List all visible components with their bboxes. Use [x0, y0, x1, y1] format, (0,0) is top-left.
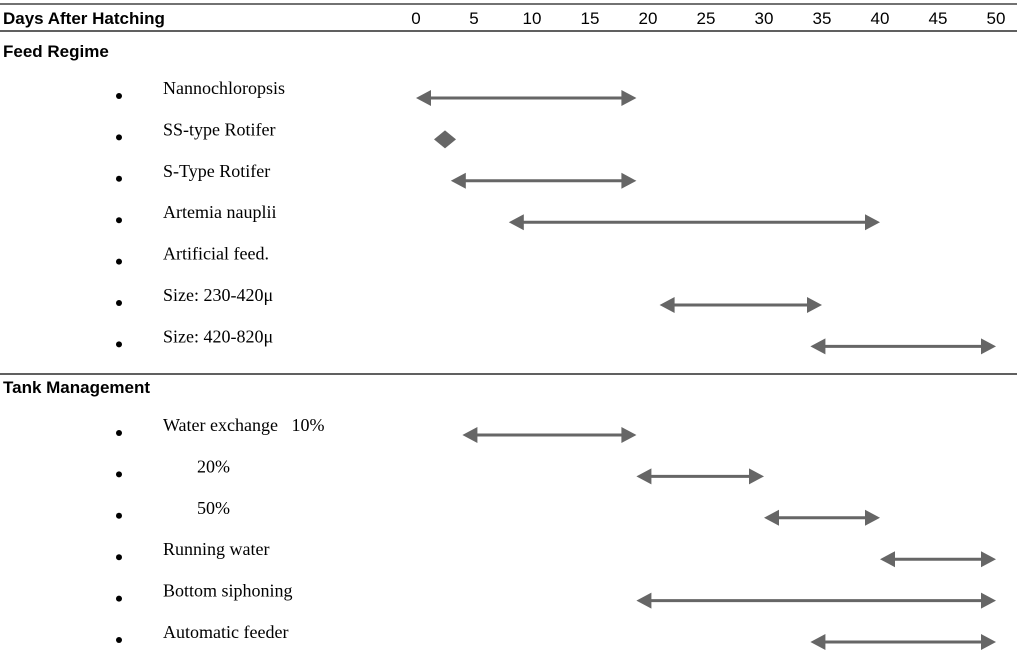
bullet: [116, 512, 122, 519]
arrow-head-left: [810, 338, 826, 355]
task-row: Artemia nauplii: [116, 202, 880, 231]
task-label: Water exchange 10%: [163, 415, 324, 435]
task-label: 50%: [197, 498, 230, 518]
arrow-head-right: [865, 509, 880, 526]
tick-label: 5: [469, 9, 478, 28]
tick-label: 20: [639, 9, 658, 28]
task-row: Automatic feeder: [116, 622, 996, 650]
tick-labels: 0 5 10 15 20 25 30 35 40 45 50: [411, 9, 1005, 28]
arrow-head-left: [636, 592, 652, 609]
arrow-head-left: [810, 634, 826, 650]
arrow-head-left: [508, 214, 524, 231]
task-label: 20%: [197, 456, 230, 476]
arrow-head-right: [621, 172, 637, 189]
section-title: Tank Management: [3, 378, 150, 397]
arrow-head-right: [621, 427, 637, 443]
arrow-head-left: [880, 551, 895, 568]
task-label: Size: 420-820μ: [163, 326, 273, 346]
arrow-head-left: [764, 509, 779, 526]
tick-label: 25: [697, 9, 716, 28]
task-row: Size: 420-820μ: [116, 326, 996, 355]
task-row: 20%: [116, 456, 764, 485]
bullet: [116, 554, 122, 561]
tick-label: 30: [755, 9, 774, 28]
arrow-head-right: [981, 592, 996, 609]
task-row: SS-type Rotifer: [116, 119, 456, 149]
arrow-head-right: [981, 551, 996, 568]
tick-label: 10: [523, 9, 542, 28]
task-label: Size: 230-420μ: [163, 285, 273, 305]
bullet: [116, 471, 122, 478]
task-row: S-Type Rotifer: [116, 161, 637, 189]
arrow-head-left: [416, 90, 431, 106]
bullet: [116, 595, 122, 602]
task-row: Nannochloropsis: [116, 78, 637, 106]
task-label: Bottom siphoning: [163, 581, 293, 601]
tick-label: 35: [813, 9, 832, 28]
task-row: Artificial feed.: [116, 244, 269, 265]
arrow-head-left: [636, 468, 652, 485]
arrow-head-right: [981, 634, 996, 650]
arrow-head-left: [450, 172, 466, 189]
task-row: Water exchange 10%: [116, 415, 637, 443]
arrow-head-left: [462, 427, 478, 443]
arrow-head-right: [981, 338, 996, 355]
task-row: Size: 230-420μ: [116, 285, 822, 313]
task-label: Artemia nauplii: [163, 202, 276, 222]
task-row: 50%: [116, 498, 880, 526]
diamond-marker: [434, 130, 456, 149]
bullet: [116, 93, 122, 99]
arrow-head-left: [659, 297, 675, 313]
task-label: Running water: [163, 539, 269, 559]
tick-label: 45: [929, 9, 948, 28]
bullet: [116, 637, 122, 643]
bullet: [116, 258, 122, 265]
task-label: Automatic feeder: [163, 622, 288, 642]
arrow-head-right: [807, 297, 822, 313]
bullet: [116, 341, 122, 348]
bullet: [116, 430, 122, 436]
task-row: Running water: [116, 539, 996, 568]
arrow-head-right: [865, 214, 880, 231]
bullet: [116, 134, 122, 141]
task-row: Bottom siphoning: [116, 581, 996, 609]
tick-label: 40: [871, 9, 890, 28]
bullet: [116, 175, 122, 182]
tick-label: 0: [411, 9, 420, 28]
section-title: Feed Regime: [3, 42, 109, 61]
task-label: Artificial feed.: [163, 244, 269, 264]
arrow-head-right: [621, 90, 637, 106]
x-axis-header: Days After Hatching: [3, 9, 165, 28]
arrow-head-right: [749, 468, 764, 485]
bullet: [116, 217, 122, 224]
bullet: [116, 300, 122, 306]
task-label: Nannochloropsis: [163, 78, 285, 98]
tick-label: 50: [987, 9, 1006, 28]
task-label: S-Type Rotifer: [163, 161, 270, 181]
sections: Feed Regime Nannochloropsis SS-type Rotife…: [0, 42, 1017, 650]
task-label: SS-type Rotifer: [163, 119, 276, 139]
tick-label: 15: [581, 9, 600, 28]
